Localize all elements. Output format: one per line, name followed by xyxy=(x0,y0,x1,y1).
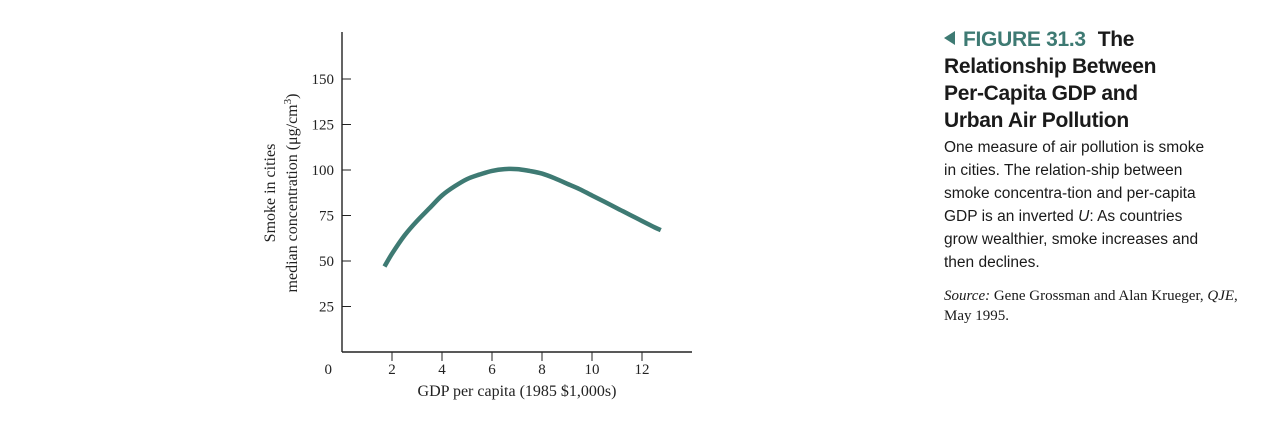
y-tick-label: 75 xyxy=(319,209,334,225)
y-axis-title-line2: median concentration (μg/cm3) xyxy=(282,94,301,293)
caption-title-line3: Per-Capita GDP and xyxy=(944,82,1138,105)
caption-body-text: One measure of air pollution is smoke in… xyxy=(944,139,1205,225)
y-axis: 25 50 75 100 125 150 xyxy=(312,32,351,352)
series-line xyxy=(382,166,662,268)
caption-body-text-end: : As countries grow wealthier, smoke inc… xyxy=(944,208,1199,271)
figure-caption: FIGURE 31.3 The Relationship Between Per-… xyxy=(944,26,1244,326)
source-date: , May 1995. xyxy=(944,288,1238,324)
caption-body: One measure of air pollution is smoke in… xyxy=(944,136,1206,274)
triangle-left-icon xyxy=(944,31,955,45)
y-axis-title-sup: 3 xyxy=(282,98,294,104)
caption-title-line2: Relationship Between xyxy=(944,55,1157,78)
y-tick-label: 100 xyxy=(312,163,335,179)
caption-heading: FIGURE 31.3 The Relationship Between Per-… xyxy=(944,26,1244,134)
caption-title-line4: Urban Air Pollution xyxy=(944,109,1129,132)
y-tick-label: 150 xyxy=(312,72,335,88)
chart: 2 4 6 8 10 12 25 50 75 100 125 150 0 GDP per capit… xyxy=(262,32,692,400)
y-tick-label: 125 xyxy=(312,118,335,134)
x-tick-label: 4 xyxy=(438,362,446,378)
source-journal: QJE xyxy=(1207,288,1235,304)
x-tick-label: 8 xyxy=(538,362,546,378)
y-tick-label: 50 xyxy=(319,254,334,270)
x-axis-title: GDP per capita (1985 $1,000s) xyxy=(418,383,617,400)
x-tick-label: 10 xyxy=(585,362,600,378)
y-axis-title-suffix: ) xyxy=(284,94,301,99)
origin-label: 0 xyxy=(325,362,333,378)
source-label: Source: xyxy=(944,288,991,304)
y-axis-title-prefix: median concentration (μg/cm xyxy=(284,104,301,293)
caption-body-italic: U xyxy=(1078,208,1090,225)
y-ticks: 25 50 75 100 125 150 xyxy=(312,72,351,316)
x-axis: 2 4 6 8 10 12 xyxy=(342,351,692,378)
y-axis-title-line1: Smoke in cities xyxy=(262,144,279,243)
x-tick-label: 6 xyxy=(488,362,496,378)
caption-title-line1: The xyxy=(1097,28,1135,51)
x-ticks: 2 4 6 8 10 12 xyxy=(388,352,650,378)
x-tick-label: 2 xyxy=(388,362,396,378)
source-authors: Gene Grossman and Alan Krueger, xyxy=(990,288,1208,304)
figure-label: FIGURE 31.3 xyxy=(963,28,1086,51)
x-tick-label: 12 xyxy=(635,362,650,378)
y-tick-label: 25 xyxy=(319,300,334,316)
caption-source: Source: Gene Grossman and Alan Krueger, … xyxy=(944,286,1244,326)
